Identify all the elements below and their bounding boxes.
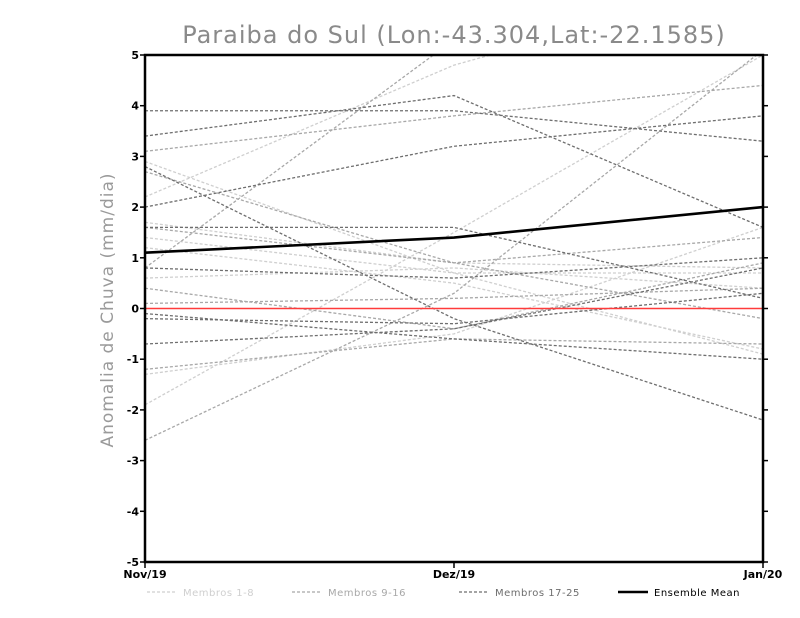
x-tick-label: Jan/20 [743, 568, 783, 581]
legend-label-membros-9-16: Membros 9-16 [328, 588, 406, 599]
x-tick-label: Nov/19 [123, 568, 166, 581]
series-line-membros-1-8-5 [145, 55, 763, 406]
series-line-membros-9-16-16 [145, 170, 763, 320]
y-tick-label: 1 [131, 252, 139, 265]
y-tick-label: 0 [131, 303, 139, 316]
series-line-membros-17-25-21 [145, 257, 763, 279]
y-tick-label: -5 [127, 556, 139, 569]
legend-label-ensemble-mean: Ensemble Mean [654, 588, 740, 599]
series-line-membros-1-8-8 [145, 236, 763, 274]
series-line-membros-17-25-24 [145, 165, 763, 421]
series-line-membros-17-25-18 [145, 94, 763, 228]
y-tick-label: 3 [131, 150, 139, 163]
y-tick-label: 2 [131, 201, 139, 214]
y-tick-label: -2 [127, 404, 139, 417]
series-line-membros-17-25-19 [145, 115, 763, 208]
y-tick-label: -1 [127, 353, 139, 366]
series-line-ensemble-mean [145, 205, 763, 255]
y-tick-label: 5 [131, 49, 139, 62]
x-tick-label: Dez/19 [433, 568, 475, 581]
y-axis-label: Anomalia de Chuva (mm/dia) [98, 172, 118, 447]
series-line-membros-1-8-7 [145, 55, 493, 198]
series-line-membros-1-8-6 [145, 267, 763, 289]
series-line-membros-17-25-17 [145, 110, 763, 142]
series-line-membros-9-16-13 [145, 55, 758, 441]
y-tick-label: -3 [127, 455, 139, 468]
legend: Membros 1-8 Membros 9-16 Membros 17-25 Ense… [147, 588, 740, 599]
legend-label-membros-1-8: Membros 1-8 [183, 588, 254, 599]
series-line-membros-17-25-25 [145, 292, 763, 325]
chart-title: Paraiba do Sul (Lon:-43.304,Lat:-22.1585… [182, 21, 726, 49]
series-line-membros-1-8-3 [145, 247, 763, 350]
series-line-membros-9-16-14 [145, 262, 763, 330]
series-lines [145, 55, 763, 441]
y-tick-label: 4 [131, 100, 139, 113]
series-line-membros-17-25-22 [145, 312, 763, 360]
series-line-membros-17-25-20 [145, 226, 763, 299]
y-tick-label: -4 [127, 505, 140, 518]
series-line-membros-9-16-11 [145, 287, 763, 305]
series-line-membros-1-8-4 [145, 226, 763, 376]
series-line-membros-9-16-9 [145, 84, 763, 152]
legend-label-membros-17-25: Membros 17-25 [495, 588, 580, 599]
